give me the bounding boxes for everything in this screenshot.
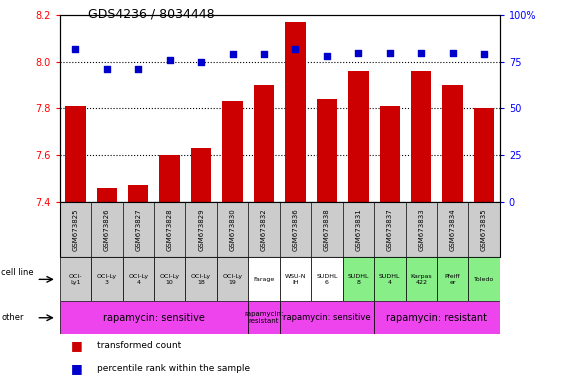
Bar	[60, 301, 248, 334]
Point	[354, 50, 363, 56]
Text: GSM673832: GSM673832	[261, 208, 267, 251]
Point	[228, 51, 237, 58]
Text: SUDHL
8: SUDHL 8	[348, 274, 369, 285]
Text: GSM673826: GSM673826	[104, 208, 110, 251]
Text: OCI-
Ly1: OCI- Ly1	[69, 274, 82, 285]
Text: OCI-Ly
19: OCI-Ly 19	[223, 274, 243, 285]
Point	[133, 66, 143, 73]
Bar	[222, 101, 243, 202]
Point	[448, 50, 457, 56]
Bar	[254, 85, 274, 202]
Text: Farage: Farage	[253, 277, 275, 282]
Text: Toledo: Toledo	[474, 277, 494, 282]
Point	[291, 46, 300, 52]
Bar	[191, 148, 211, 202]
Point	[102, 66, 111, 73]
Text: GSM673838: GSM673838	[324, 208, 330, 251]
Bar	[217, 257, 248, 301]
Text: rapamycin:
resistant: rapamycin: resistant	[244, 311, 283, 324]
Text: rapamycin: sensitive: rapamycin: sensitive	[103, 313, 205, 323]
Bar	[406, 257, 437, 301]
Text: Karpas
422: Karpas 422	[411, 274, 432, 285]
Bar	[437, 257, 469, 301]
Text: OCI-Ly
4: OCI-Ly 4	[128, 274, 148, 285]
Point	[323, 53, 332, 60]
Bar	[311, 257, 343, 301]
Point	[260, 51, 269, 58]
Bar	[185, 257, 217, 301]
Text: GSM673830: GSM673830	[229, 208, 236, 251]
Text: WSU-N
IH: WSU-N IH	[285, 274, 306, 285]
Text: OCI-Ly
3: OCI-Ly 3	[97, 274, 117, 285]
Text: GSM673836: GSM673836	[293, 208, 298, 251]
Text: GSM673825: GSM673825	[72, 208, 78, 251]
Bar	[411, 71, 432, 202]
Text: GSM673827: GSM673827	[135, 208, 141, 251]
Text: transformed count: transformed count	[97, 341, 181, 350]
Text: GSM673835: GSM673835	[481, 208, 487, 251]
Bar	[279, 301, 374, 334]
Text: SUDHL
4: SUDHL 4	[379, 274, 400, 285]
Text: SUDHL
6: SUDHL 6	[316, 274, 337, 285]
Text: GSM673837: GSM673837	[387, 208, 393, 251]
Point	[165, 57, 174, 63]
Text: GSM673833: GSM673833	[418, 208, 424, 251]
Text: OCI-Ly
18: OCI-Ly 18	[191, 274, 211, 285]
Text: Pfeiff
er: Pfeiff er	[445, 274, 461, 285]
Point	[71, 46, 80, 52]
Bar	[248, 257, 279, 301]
Bar	[97, 188, 117, 202]
Point	[417, 50, 426, 56]
Bar	[128, 185, 148, 202]
Text: GSM673828: GSM673828	[166, 208, 173, 251]
Text: ■: ■	[71, 362, 83, 375]
Bar	[248, 301, 279, 334]
Text: cell line: cell line	[1, 268, 34, 277]
Text: other: other	[1, 313, 24, 322]
Text: percentile rank within the sample: percentile rank within the sample	[97, 364, 250, 373]
Bar	[374, 257, 406, 301]
Bar	[154, 257, 185, 301]
Bar	[123, 257, 154, 301]
Bar	[285, 22, 306, 202]
Text: OCI-Ly
10: OCI-Ly 10	[160, 274, 179, 285]
Bar	[469, 257, 500, 301]
Text: GSM673834: GSM673834	[450, 208, 456, 251]
Bar	[65, 106, 86, 202]
Text: rapamycin: sensitive: rapamycin: sensitive	[283, 313, 371, 322]
Bar	[374, 301, 500, 334]
Bar	[317, 99, 337, 202]
Bar	[60, 257, 91, 301]
Bar	[348, 71, 369, 202]
Bar	[379, 106, 400, 202]
Point	[479, 51, 488, 58]
Bar	[442, 85, 463, 202]
Bar	[279, 257, 311, 301]
Text: GSM673831: GSM673831	[356, 208, 361, 251]
Bar	[474, 109, 494, 202]
Text: GSM673829: GSM673829	[198, 208, 204, 251]
Point	[385, 50, 394, 56]
Point	[197, 59, 206, 65]
Text: ■: ■	[71, 339, 83, 352]
Text: GDS4236 / 8034448: GDS4236 / 8034448	[88, 8, 215, 21]
Text: rapamycin: resistant: rapamycin: resistant	[386, 313, 487, 323]
Bar	[343, 257, 374, 301]
Bar	[91, 257, 123, 301]
Bar	[160, 155, 180, 202]
